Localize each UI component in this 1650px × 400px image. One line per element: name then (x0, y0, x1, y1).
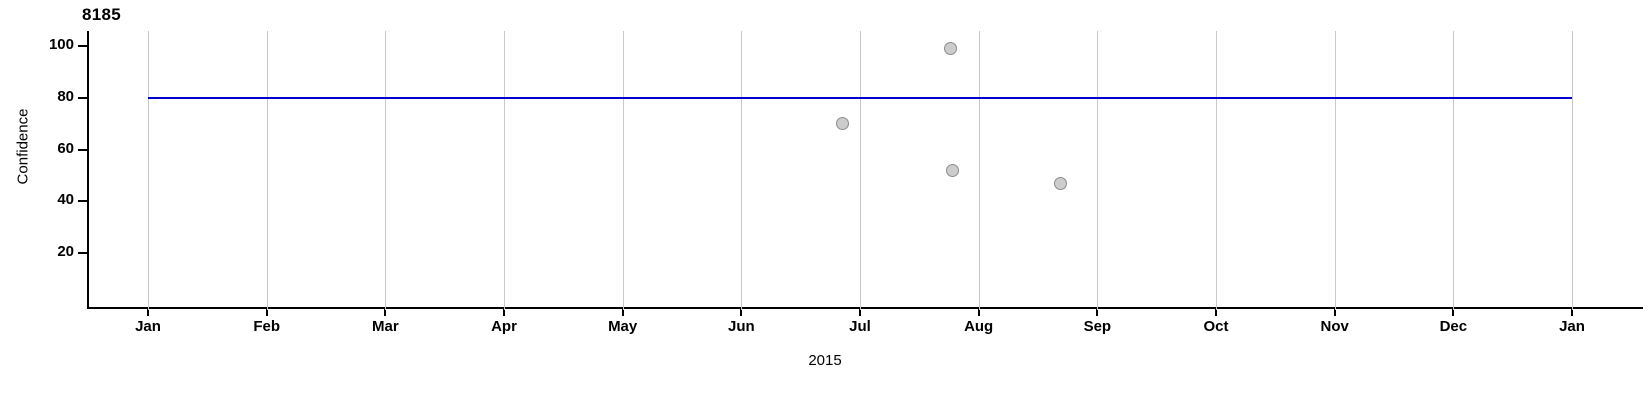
x-tick-mark (1096, 307, 1099, 316)
gridline (385, 31, 387, 310)
x-tick-label: Aug (964, 318, 994, 335)
chart-title: 8185 (82, 5, 122, 24)
gridline (622, 31, 624, 310)
gridline (978, 31, 980, 310)
x-tick-mark (1215, 307, 1217, 316)
x-tick-mark (1333, 307, 1336, 316)
x-axis-line (87, 307, 1643, 309)
y-tick-label: 60 (57, 139, 74, 157)
x-tick-label: Jun (727, 318, 755, 335)
x-tick-label: Oct (1203, 318, 1229, 335)
y-tick-mark (78, 148, 87, 151)
gridline (266, 31, 268, 310)
x-tick-label: Jan (1559, 318, 1585, 335)
gridline (741, 31, 743, 310)
x-tick-mark (977, 307, 980, 316)
x-tick-mark (1452, 307, 1455, 316)
y-tick-label: 20 (57, 243, 74, 260)
x-tick-label: Nov (1320, 318, 1349, 335)
gridline (1334, 31, 1336, 310)
gridline (1453, 31, 1455, 310)
x-tick-label: Mar (371, 318, 399, 335)
reference-line-threshold (148, 96, 1572, 99)
x-tick-mark (859, 307, 861, 316)
x-tick-mark (503, 307, 505, 316)
gridline (1097, 31, 1099, 310)
x-tick-label: Apr (491, 318, 517, 335)
x-tick-label: Feb (253, 318, 280, 335)
gridline (860, 31, 861, 310)
y-tick-label: 80 (57, 87, 74, 105)
y-tick-mark (78, 200, 87, 203)
x-tick-label: Sep (1083, 318, 1112, 335)
y-tick-mark (78, 45, 87, 47)
y-axis-line (87, 31, 89, 308)
data-point[interactable] (946, 163, 960, 177)
data-point[interactable] (835, 117, 849, 131)
x-tick-mark (384, 307, 387, 316)
gridline (504, 31, 505, 310)
y-tick-mark (78, 96, 87, 99)
x-tick-mark (147, 307, 149, 316)
x-tick-mark (621, 307, 624, 316)
x-axis-title: 2015 (808, 352, 842, 369)
data-point[interactable] (943, 42, 957, 56)
data-point[interactable] (1054, 176, 1068, 190)
gridline (148, 31, 149, 310)
y-tick-mark (78, 252, 87, 254)
x-tick-label: May (608, 318, 638, 335)
x-tick-label: Jul (849, 318, 871, 335)
plot-area (89, 31, 1643, 310)
y-tick-label: 40 (57, 191, 74, 209)
x-tick-mark (740, 307, 743, 316)
gridline (1216, 31, 1217, 310)
gridline (1572, 31, 1573, 310)
y-tick-label: 100 (48, 36, 74, 53)
x-tick-mark (1571, 307, 1573, 316)
x-tick-label: Dec (1439, 318, 1468, 335)
x-tick-label: Jan (135, 318, 161, 335)
x-tick-mark (265, 307, 268, 316)
